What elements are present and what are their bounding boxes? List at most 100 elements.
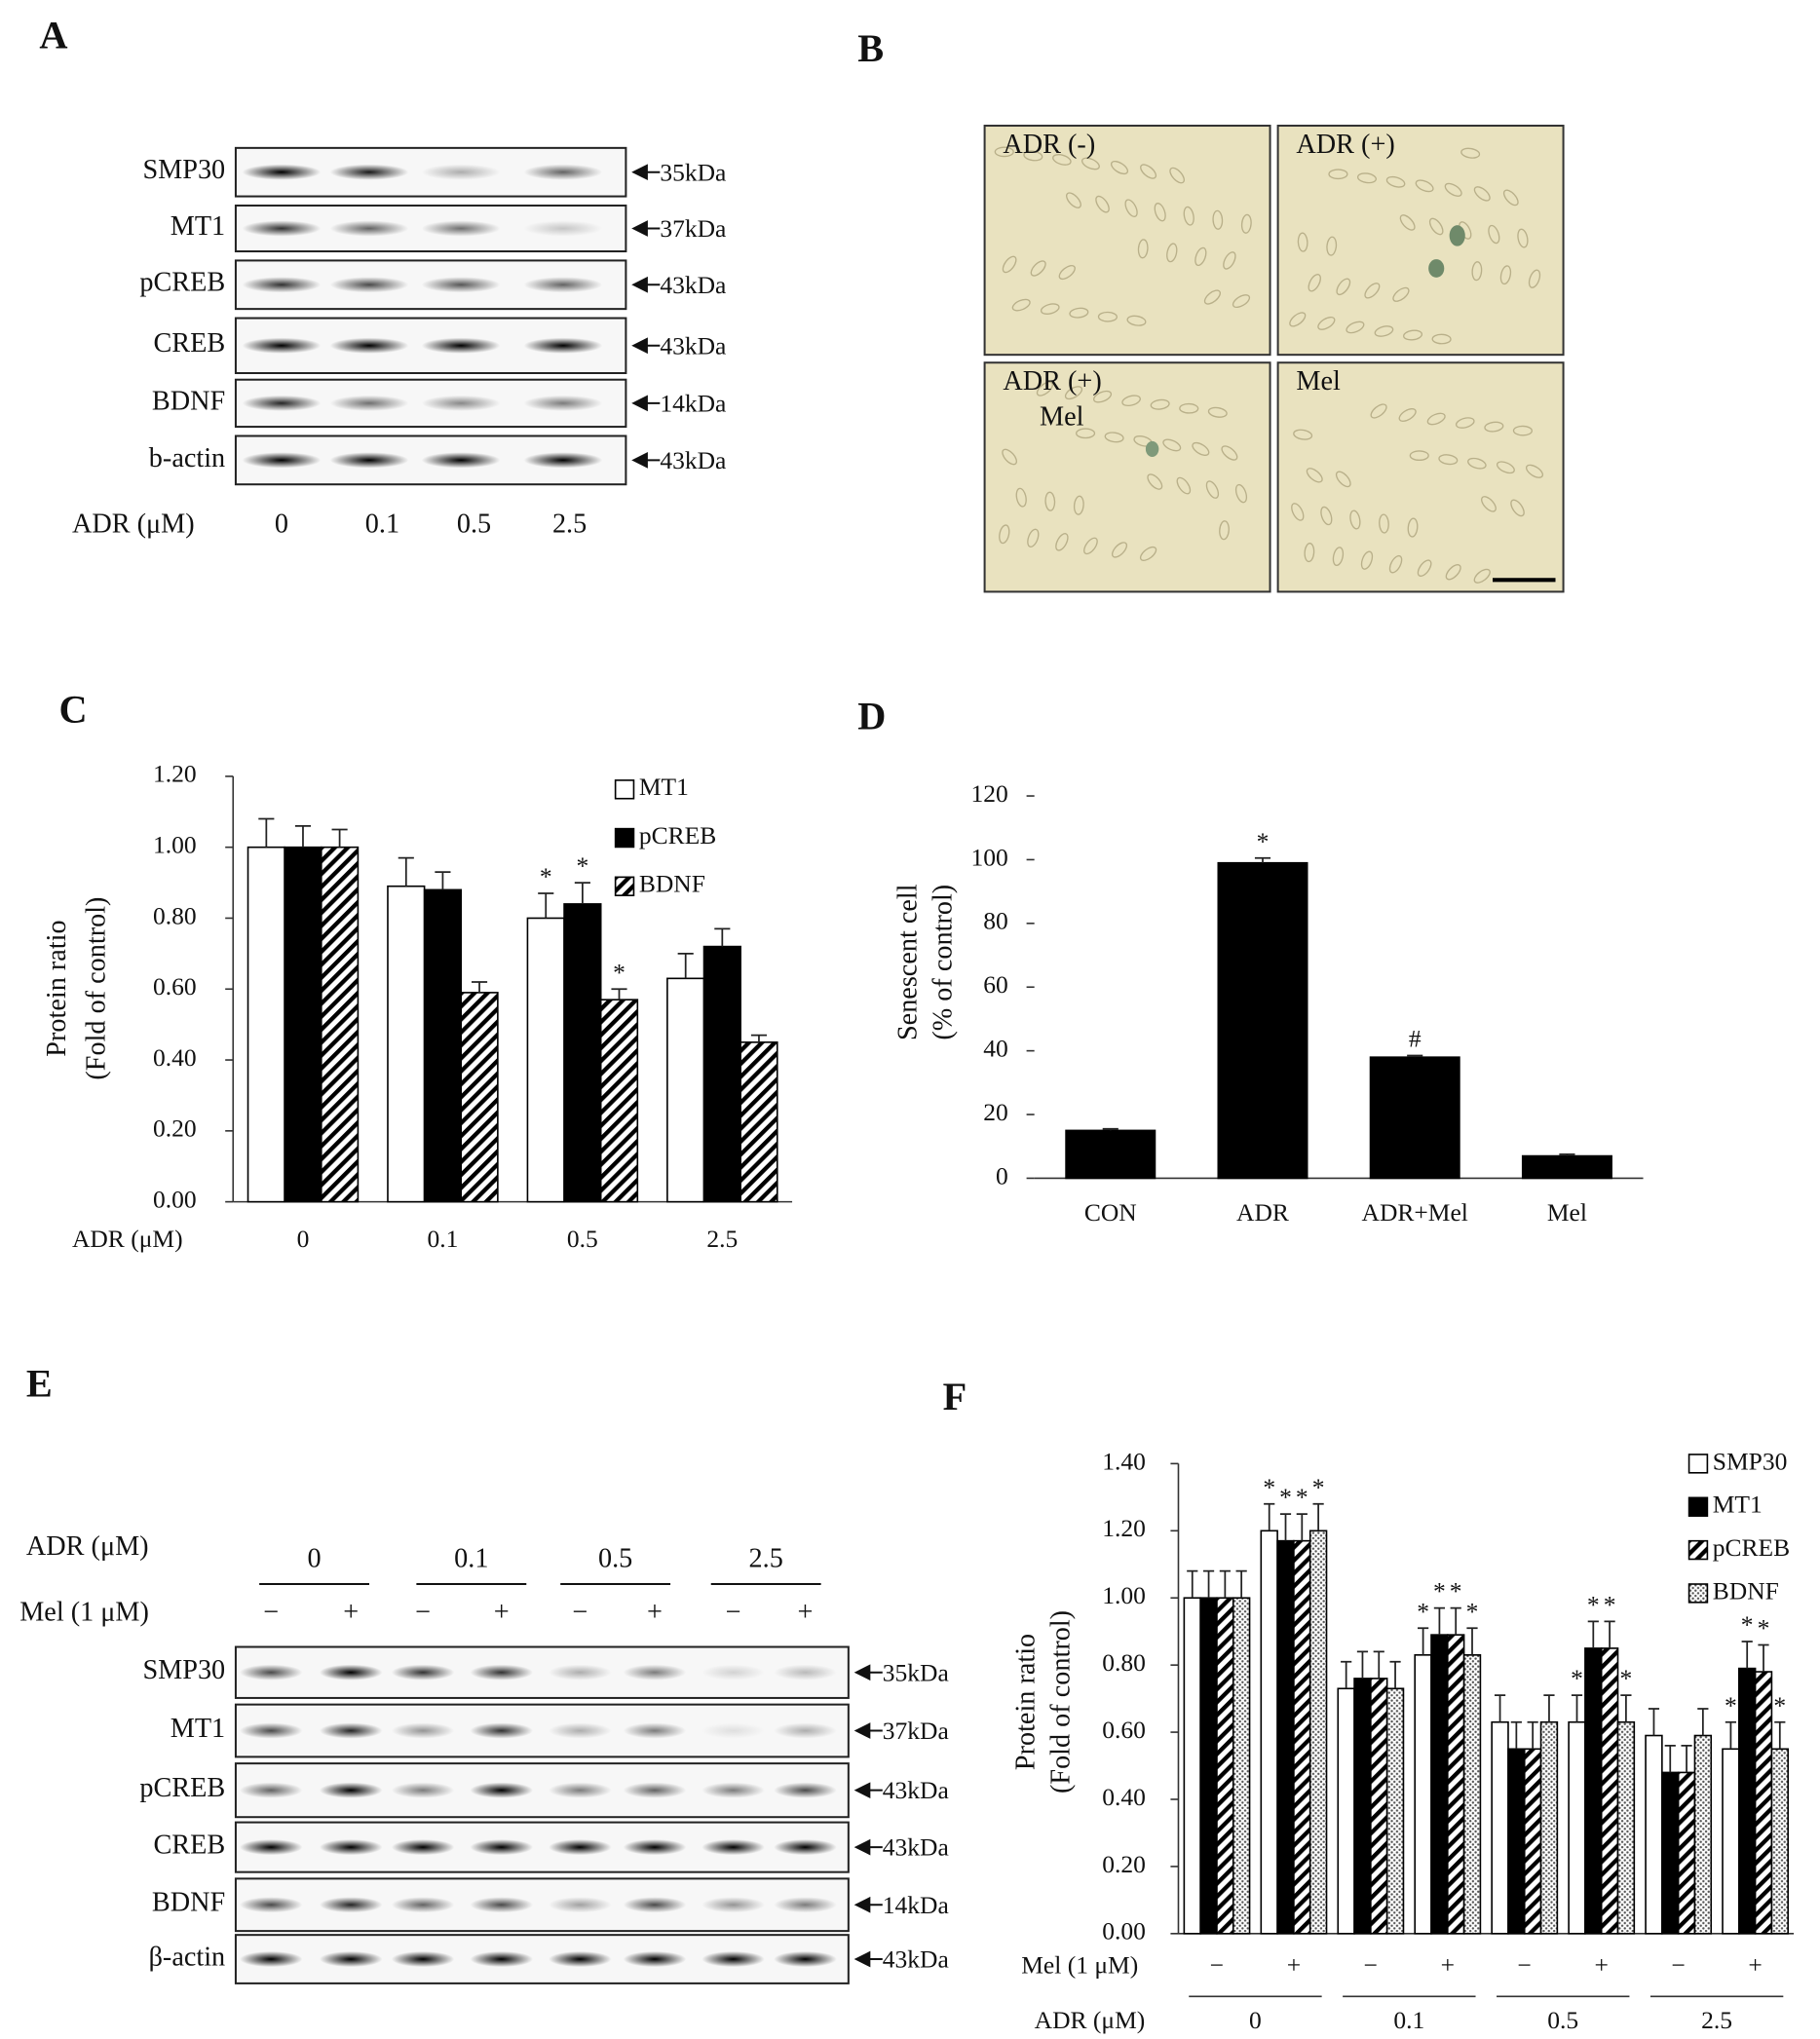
significance: * — [1725, 1691, 1737, 1719]
cell — [1192, 441, 1210, 456]
y-axis-label: Protein ratio — [42, 920, 72, 1056]
size-label: 43kDa — [883, 1776, 949, 1804]
cell — [1407, 517, 1419, 538]
y-tick-label: 1.20 — [153, 760, 197, 788]
y-axis-label: (Fold of control) — [1046, 1610, 1077, 1794]
x-tick-label: CON — [1084, 1198, 1137, 1227]
y-tick-label: 0.80 — [1102, 1648, 1146, 1677]
x-tick-label: ADR+Mel — [1362, 1198, 1468, 1227]
stained-cell — [1428, 259, 1445, 278]
blot-band — [391, 1664, 455, 1680]
size-label: 37kDa — [660, 214, 726, 243]
cell — [1415, 179, 1434, 193]
cell — [1203, 289, 1221, 305]
image-label: ADR (+) — [1296, 130, 1394, 160]
cell — [1502, 189, 1519, 207]
blot-band — [391, 1782, 455, 1798]
cell — [1194, 246, 1207, 267]
size-label: 14kDa — [660, 389, 726, 417]
bar — [1232, 1597, 1251, 1935]
x-tick-label: Mel — [1547, 1198, 1587, 1227]
panel-letter: D — [857, 694, 886, 737]
mel-sign: − — [726, 1597, 741, 1627]
size-label: 43kDa — [883, 1945, 949, 1974]
error-bar — [1418, 1627, 1429, 1655]
bar — [1539, 1720, 1559, 1935]
error-bar — [1527, 1720, 1538, 1750]
cell — [1417, 559, 1432, 577]
cell — [1484, 421, 1504, 433]
y-tick-label: 0.80 — [153, 901, 197, 929]
blot-band — [774, 1839, 837, 1856]
y-axis-label: Senescent cell — [892, 884, 923, 1040]
y-axis-label: (% of control) — [929, 885, 959, 1040]
cell — [1111, 542, 1128, 558]
panel-letter: A — [39, 14, 67, 57]
error-bar — [1587, 1620, 1599, 1648]
bar — [1199, 1597, 1218, 1935]
blot-band — [421, 452, 501, 469]
y-tick-label: 0.00 — [153, 1185, 197, 1213]
group-label: 2.5 — [1701, 2006, 1732, 2034]
micrograph — [1276, 361, 1565, 593]
error-bar — [714, 927, 731, 947]
bar — [387, 885, 426, 1203]
x-tick-label: 2.5 — [706, 1225, 738, 1253]
cell — [1398, 408, 1417, 422]
cell — [1308, 273, 1321, 292]
legend-swatch — [1687, 1539, 1709, 1561]
blot-band — [470, 1950, 533, 1968]
error-bar — [1559, 1153, 1575, 1156]
y-tick-label: 1.00 — [1102, 1581, 1146, 1609]
blot-band — [329, 395, 409, 411]
significance: * — [1433, 1577, 1446, 1605]
cell — [1219, 520, 1230, 541]
row-label: MT1 — [171, 1714, 225, 1744]
blot-band — [623, 1722, 687, 1739]
cell — [1335, 471, 1351, 488]
x-tick-label: 0.1 — [427, 1225, 458, 1253]
error-bar — [1219, 1569, 1231, 1599]
error-bar — [398, 856, 414, 887]
significance: * — [1620, 1664, 1633, 1692]
cell — [1075, 428, 1096, 439]
size-label: 43kDa — [660, 446, 726, 474]
blot-band — [701, 1897, 765, 1913]
cell — [1036, 381, 1053, 396]
y-tick-label: 0.40 — [153, 1043, 197, 1072]
row-label: SMP30 — [142, 155, 225, 185]
bar — [563, 903, 602, 1203]
significance: * — [1279, 1483, 1292, 1511]
cell — [1499, 265, 1512, 285]
cell — [1473, 186, 1491, 202]
y-tick-label: 20 — [983, 1098, 1008, 1126]
error-bar — [1407, 1054, 1423, 1058]
cell — [994, 146, 1014, 158]
blot-band — [701, 1839, 765, 1856]
row-label: pCREB — [139, 268, 225, 298]
error-bar — [471, 981, 488, 993]
cell — [1058, 264, 1076, 281]
cell — [1223, 251, 1236, 270]
cell — [1438, 454, 1459, 466]
x-tick-label: 0 — [297, 1225, 310, 1253]
mel-sign: − — [572, 1597, 588, 1627]
blot-band — [242, 277, 322, 293]
cell — [1431, 333, 1452, 345]
error-bar — [1648, 1708, 1660, 1736]
x-tick-label: + — [1441, 1951, 1455, 1980]
blot-band — [421, 277, 501, 293]
cell — [1320, 506, 1333, 526]
y-tick-label: 120 — [971, 779, 1008, 808]
legend-label: BDNF — [1713, 1576, 1779, 1605]
cell — [1095, 195, 1110, 213]
stained-cell — [1145, 440, 1159, 457]
significance: * — [1773, 1691, 1786, 1719]
bar — [1183, 1597, 1201, 1935]
cell — [1097, 311, 1118, 322]
error-bar — [1697, 1708, 1709, 1736]
panel-letter: B — [857, 26, 884, 70]
error-bar — [1373, 1650, 1384, 1679]
dose-label: 0.1 — [365, 510, 399, 540]
blot-band — [623, 1782, 687, 1798]
